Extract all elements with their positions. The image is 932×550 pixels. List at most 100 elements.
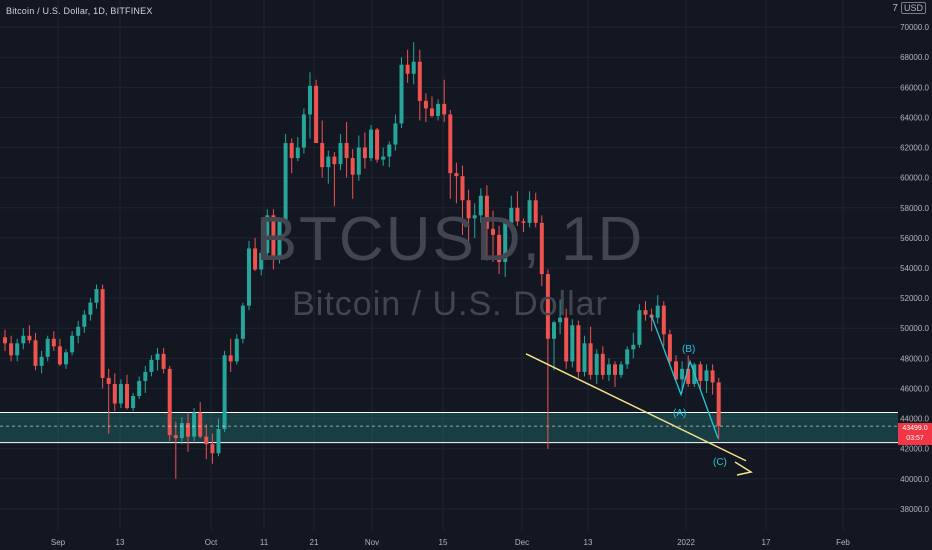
candle <box>198 402 203 439</box>
candle <box>216 418 221 457</box>
candle <box>45 335 50 362</box>
last-price-tag: 43499.0 03:57 <box>898 423 932 445</box>
candle-body <box>33 340 38 366</box>
time-tick-label: Dec <box>515 538 529 547</box>
price-tick-label: 62000.0 <box>900 144 929 153</box>
candle <box>509 195 514 226</box>
price-tick-label: 68000.0 <box>900 53 929 62</box>
candle <box>112 373 117 412</box>
candle-body <box>15 343 20 356</box>
candle <box>533 192 538 228</box>
candle <box>497 225 502 275</box>
candle <box>454 162 459 204</box>
candle-body <box>283 143 288 222</box>
candle-body <box>289 143 294 159</box>
candle <box>356 135 361 181</box>
candle-body <box>509 207 514 223</box>
candle-body <box>332 156 337 165</box>
candle-body <box>369 129 373 159</box>
time-axis[interactable]: Sep 13 Oct 11 21 Nov 15 Dec 13 2022 17 Feb <box>51 538 851 547</box>
candle-body <box>76 326 81 336</box>
candle-body <box>442 103 447 115</box>
last-price-countdown: 03:57 <box>906 435 924 442</box>
candle <box>411 42 416 85</box>
candle <box>430 96 434 118</box>
candle-body <box>576 325 581 372</box>
trendline-arrowhead <box>734 461 753 476</box>
candle-body <box>430 108 434 116</box>
candle-body <box>204 436 209 445</box>
price-axis[interactable]: 38000.0 40000.0 42000.0 44000.0 46000.0 48000… <box>900 23 929 514</box>
candle <box>362 132 367 169</box>
candle <box>442 79 447 122</box>
candle-body <box>515 207 520 222</box>
candle-body <box>94 289 99 303</box>
candle-body <box>131 395 136 409</box>
candle <box>332 152 337 207</box>
candle-body <box>375 129 380 160</box>
candle <box>661 301 666 347</box>
currency-code: USD <box>900 2 926 14</box>
candle <box>539 215 544 287</box>
candle-body <box>179 423 184 439</box>
candle <box>405 49 410 83</box>
candle-body <box>448 114 453 174</box>
candle-body <box>484 195 489 229</box>
candle <box>100 284 105 389</box>
candle <box>173 421 178 479</box>
candle-body <box>240 305 245 339</box>
candle <box>308 72 312 139</box>
candle <box>399 57 404 128</box>
wave-label: (C) <box>713 457 727 468</box>
candle-body <box>417 61 422 101</box>
last-price-value: 43499.0 <box>902 425 928 432</box>
candle-body <box>545 274 550 339</box>
candle <box>314 79 319 144</box>
candle <box>271 209 276 270</box>
candle <box>320 120 325 178</box>
candle <box>301 108 306 154</box>
price-tick-label: 52000.0 <box>900 294 929 303</box>
candle <box>680 361 685 393</box>
candle <box>228 338 233 372</box>
candle <box>375 127 380 163</box>
currency-selector[interactable]: 7 USD <box>892 2 926 14</box>
candle <box>466 189 471 244</box>
candle-body <box>247 248 251 306</box>
candle <box>106 368 111 434</box>
price-tick-label: 60000.0 <box>900 174 929 183</box>
candle-body <box>45 338 50 357</box>
symbol-title[interactable]: Bitcoin / U.S. Dollar, 1D, BITFINEX <box>6 6 153 16</box>
support-zone <box>0 412 898 444</box>
candle-body <box>21 335 26 344</box>
candle-body <box>606 364 611 375</box>
candle <box>57 338 62 366</box>
candle-body <box>539 222 544 275</box>
candle-body <box>637 310 642 345</box>
candle <box>222 350 227 433</box>
candle-body <box>64 352 68 365</box>
candle-body <box>228 355 233 362</box>
candle <box>460 165 465 235</box>
candle-body <box>472 215 477 219</box>
price-tick-label: 70000.0 <box>900 23 929 32</box>
candle <box>625 346 630 369</box>
candle <box>9 335 14 362</box>
candle-body <box>552 322 556 339</box>
candle-body <box>344 143 349 159</box>
candle-body <box>466 200 471 219</box>
candle-body <box>82 314 87 327</box>
candle <box>21 328 26 350</box>
candle-body <box>308 85 312 115</box>
candle <box>51 331 56 351</box>
candle-body <box>399 64 404 124</box>
time-tick-label: Feb <box>836 538 850 547</box>
candle-body <box>57 346 62 365</box>
candle <box>76 320 81 344</box>
candle <box>558 299 563 335</box>
price-tick-label: 44000.0 <box>900 415 929 424</box>
candle <box>33 332 38 371</box>
candle-body <box>161 353 166 369</box>
candle-body <box>503 222 508 262</box>
